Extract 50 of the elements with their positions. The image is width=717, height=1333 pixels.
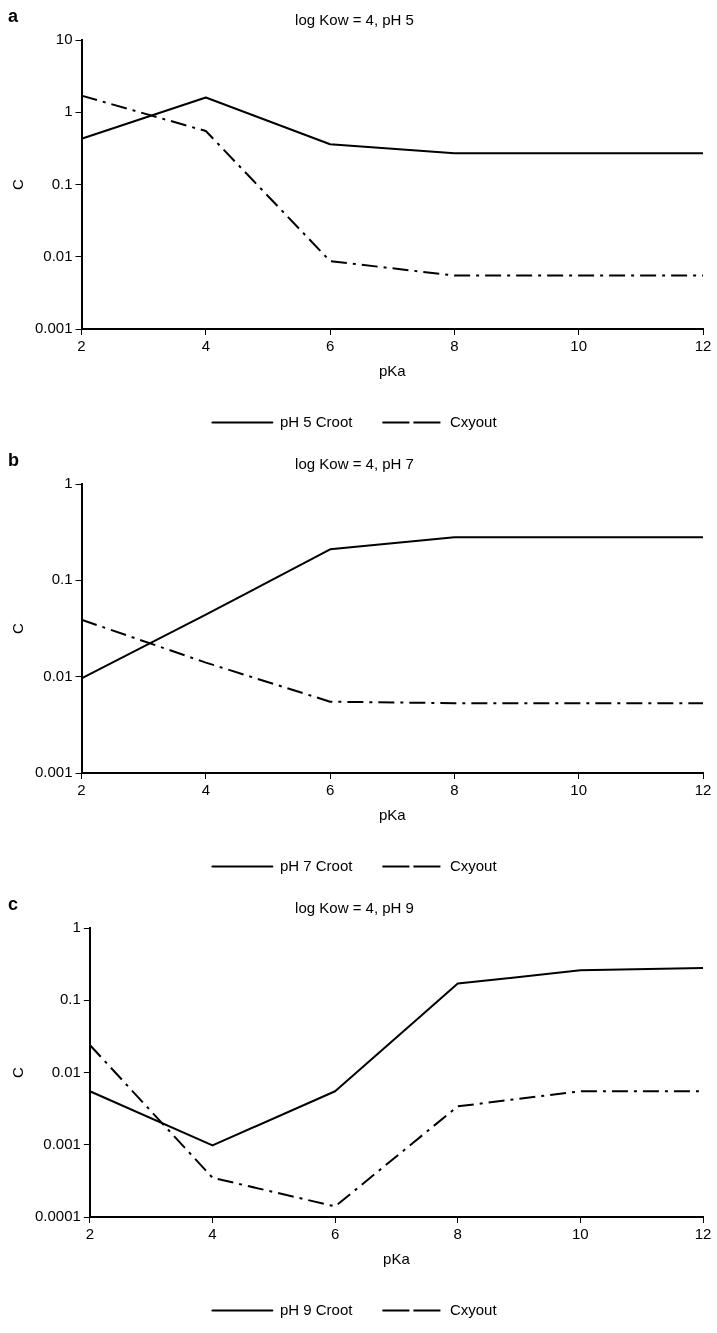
y-tick-label: 1 xyxy=(64,102,73,120)
x-tick-label: 4 xyxy=(208,1225,217,1243)
y-tick-label: 1 xyxy=(72,918,81,936)
y-tick-label: 0.001 xyxy=(34,319,73,337)
text: a xyxy=(8,5,19,26)
x-tick-label: 8 xyxy=(450,337,459,355)
y-tick-label: 0.1 xyxy=(60,990,81,1008)
x-tick-label: 6 xyxy=(330,1225,340,1243)
text: b xyxy=(8,449,19,470)
y-tick-label: 0.001 xyxy=(43,1134,81,1152)
x-tick-label: 6 xyxy=(325,781,335,799)
y-axis-title: C xyxy=(9,622,27,634)
x-tick-label: 10 xyxy=(570,781,588,799)
x-tick-label: 2 xyxy=(85,1225,95,1243)
x-tick-label: 10 xyxy=(570,337,588,355)
legend-label: pH 5 Croot xyxy=(279,412,354,430)
text: c xyxy=(8,893,19,914)
x-tick-label: 10 xyxy=(572,1225,589,1243)
x-tick-label: 8 xyxy=(453,1225,462,1243)
x-tick-label: 12 xyxy=(694,781,712,799)
x-tick-label: 6 xyxy=(325,337,335,355)
x-axis-title: pKa xyxy=(378,362,407,380)
y-tick-label: 0.0001 xyxy=(34,1207,81,1225)
y-tick-label: 0.1 xyxy=(51,174,73,192)
y-tick-label: 0.001 xyxy=(34,763,73,781)
y-axis-title: C xyxy=(9,1066,27,1078)
x-tick-label: 4 xyxy=(201,337,210,355)
x-tick-label: 12 xyxy=(694,337,712,355)
legend-label: pH 9 Croot xyxy=(279,1300,354,1318)
y-tick-label: 1 xyxy=(64,474,73,492)
legend-label: Cxyout xyxy=(449,856,498,874)
legend-label: Cxyout xyxy=(449,1300,498,1318)
x-tick-label: 2 xyxy=(77,337,86,355)
x-tick-label: 8 xyxy=(450,781,459,799)
y-axis-title: C xyxy=(9,178,27,190)
legend-label: Cxyout xyxy=(449,412,498,430)
y-tick-label: 0.1 xyxy=(51,570,73,588)
x-tick-label: 2 xyxy=(77,781,86,799)
chart-title: log Kow = 4, pH 5 xyxy=(295,11,414,29)
y-tick-label: 10 xyxy=(55,30,73,48)
x-axis-title: pKa xyxy=(378,806,407,824)
y-tick-label: 0.01 xyxy=(43,666,73,684)
chart-title: log Kow = 4, pH 9 xyxy=(295,899,414,917)
chart-title: log Kow = 4, pH 7 xyxy=(295,455,414,473)
y-tick-label: 0.01 xyxy=(51,1062,81,1080)
x-tick-label: 12 xyxy=(694,1225,712,1243)
legend-label: pH 7 Croot xyxy=(279,856,354,874)
x-tick-label: 4 xyxy=(201,781,210,799)
y-tick-label: 0.01 xyxy=(43,246,73,264)
x-axis-title: pKa xyxy=(383,1250,411,1268)
